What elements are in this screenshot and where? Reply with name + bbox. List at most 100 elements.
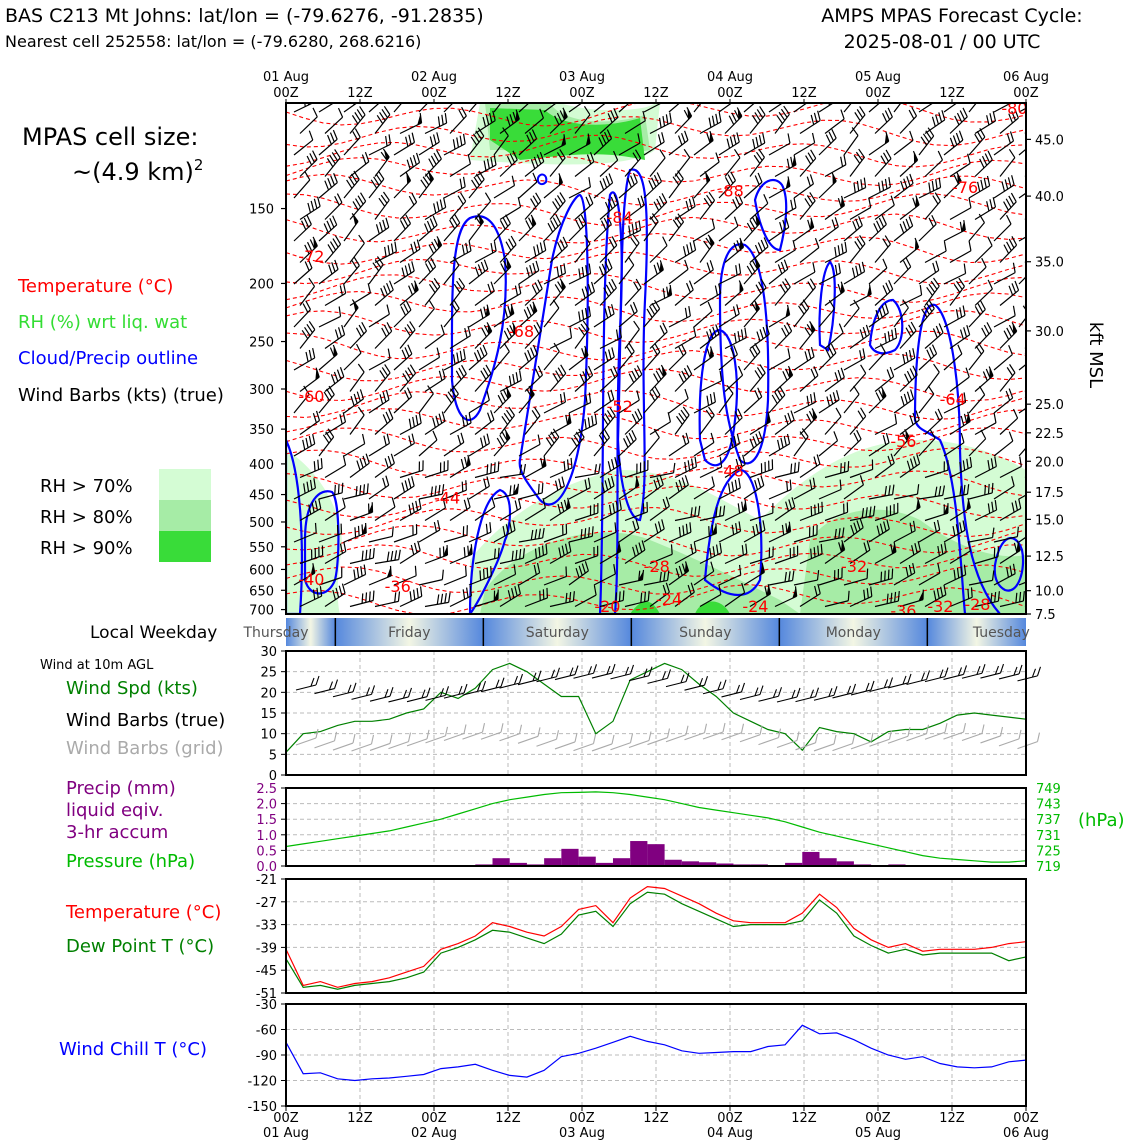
wind-barb-flag [733,345,738,355]
wind-barb-flag [482,568,485,580]
wind-barb-staff [924,371,940,392]
wind-barb-staff [793,103,808,113]
wind-barb-flag [356,391,361,402]
wind-barb-flag [860,407,867,417]
wind-barb-flag [809,278,817,288]
wind-barb [874,195,895,220]
wind-barb [949,497,971,522]
wind-barb-flag [636,390,640,401]
precip-bar [699,862,717,866]
wind-barb-staff [918,529,940,543]
wind-barb-flag [389,565,392,576]
wind-barb [774,461,800,479]
wind-barb [824,539,846,564]
wind-barb-flag [758,134,763,145]
wind-barb-flag [475,173,483,183]
wind-barb [999,280,1020,306]
wind-barb [674,240,697,264]
wind-barb-flag [853,299,860,309]
y-tick-label: 30 [260,645,277,660]
wind-barb-flag [486,476,490,487]
wind-barb [643,132,665,156]
grid-wind-barb [739,725,763,743]
wind-barb-flag [889,366,895,377]
wind-barb-flag [992,197,997,208]
kft-tick-label: 15.0 [1035,513,1064,528]
surface-barb-flag [347,684,352,693]
wind-barb-flag [931,214,937,225]
wind-barb [668,522,692,543]
wind-barb-flag [843,462,846,473]
wind-barb-flag [445,394,452,404]
legend-rh: RH (%) wrt liq. wat [18,312,187,333]
wind-barb-flag [448,592,451,603]
wind-barb-staff [374,199,390,220]
surface-barb-flag [310,677,315,687]
wind-barb [874,502,899,522]
wind-barb [893,389,915,414]
wind-barb-flag [330,374,336,384]
wind-barb-flag [806,176,811,187]
wind-barb-staff [493,395,512,414]
wind-barb-staff [424,507,446,522]
wind-barb-flag [884,235,891,245]
top-hour-label: 12Z [495,86,521,101]
bottom-day-label: 02 Aug [411,1126,457,1140]
wind-barb-flag [855,218,860,229]
wind-barb [899,589,924,608]
wind-barb [449,544,473,565]
wind-barb [424,368,446,393]
wind-barb-flag [785,501,790,512]
wind-barb-staff [699,466,722,479]
wind-barb-flag [585,196,591,207]
wind-barb-flag [601,134,607,145]
wind-barb-flag [654,386,661,396]
surface-barb-staff [332,691,354,698]
wind-barb-flag [480,85,485,94]
wind-barb [424,545,449,565]
wind-barb-flag [905,218,911,229]
wind-barb-flag [691,458,694,469]
wind-barb [649,364,667,392]
wind-barb-flag [411,132,416,143]
wind-barb-flag [816,454,821,465]
wind-barb-flag [450,302,458,312]
isotherm-label: -52 [607,397,633,416]
wind-barb-staff [968,492,993,500]
wind-barb [393,433,415,457]
wind-barb-staff [899,374,918,392]
wind-barb-flag [963,327,968,338]
wind-barb [674,326,697,350]
top-day-label: 05 Aug [855,70,901,85]
surface-barb-flag [495,679,500,688]
wind-barb-flag [669,112,672,123]
wind-barb-flag [334,235,342,245]
wind-barb-staff [893,139,914,156]
wind-barb-flag [840,367,845,378]
wind-barb-flag [312,347,316,359]
wind-barb [1024,303,1026,306]
wind-barb-flag [588,177,591,188]
grid-barb-staff [295,737,317,746]
wind-barb-pennant [352,300,359,312]
wind-barb-flag [805,155,812,165]
wind-barb-pennant [506,258,511,271]
legend-rh80-swatch [159,500,211,531]
wind-barb [349,321,368,349]
wind-barb [443,176,466,199]
wind-barb-flag [986,322,993,332]
wind-barb [318,306,342,328]
wind-barb-flag [878,182,881,193]
wind-barb [599,365,619,392]
wind-barb-flag [603,217,610,228]
wind-barb-staff [999,289,1019,306]
wind-barb-flag [436,149,442,160]
wind-barb [893,257,912,285]
wind-barb-flag [523,309,529,319]
wind-barb-flag [511,550,514,561]
wind-barb-staff [499,507,521,522]
wind-barb-staff [924,417,943,435]
wind-barb-flag [635,518,640,529]
wind-barb-pennant [361,524,367,535]
wind-barb-staff [474,419,495,435]
